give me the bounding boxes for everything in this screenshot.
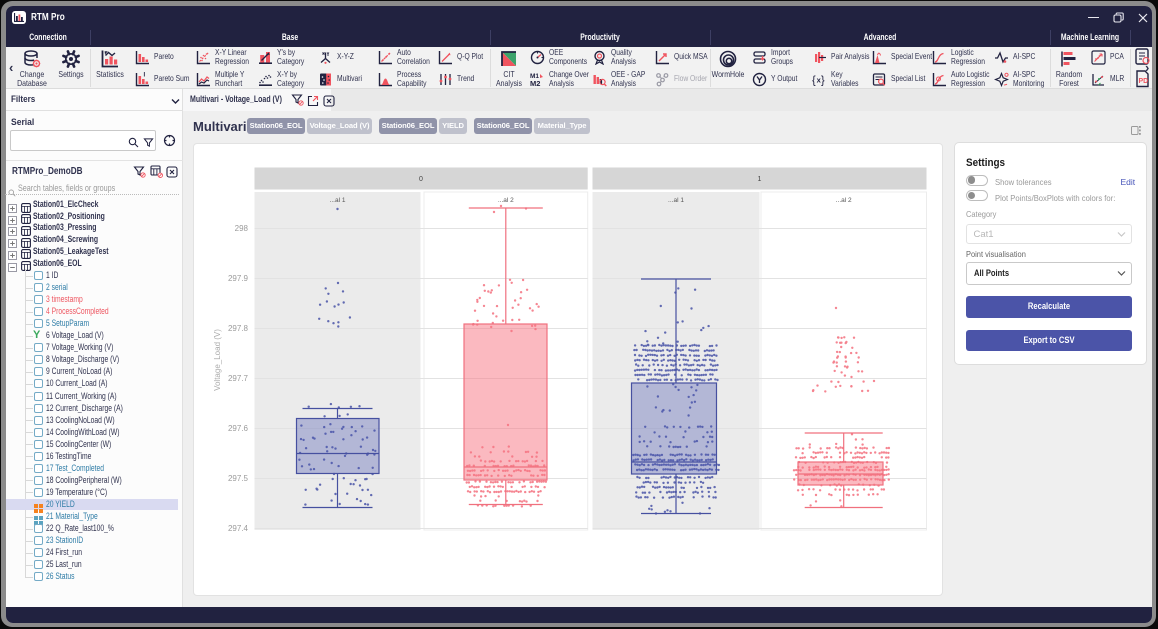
svg-text:...al 1: ...al 1 xyxy=(668,197,684,204)
svg-text:297.5: 297.5 xyxy=(228,474,249,483)
svg-text:}: } xyxy=(821,74,825,86)
svg-text:297.9: 297.9 xyxy=(228,274,249,283)
svg-text:...al 2: ...al 2 xyxy=(836,197,852,204)
svg-text:297.8: 297.8 xyxy=(228,324,249,333)
svg-text:{: { xyxy=(812,74,816,86)
svg-text:M1: M1 xyxy=(530,73,539,80)
svg-text:M2: M2 xyxy=(530,79,540,87)
svg-text:...al 2: ...al 2 xyxy=(498,197,514,204)
svg-text:PD: PD xyxy=(1139,78,1149,85)
svg-text:1: 1 xyxy=(758,176,762,183)
svg-text:297.7: 297.7 xyxy=(228,374,249,383)
svg-text:298: 298 xyxy=(235,224,249,233)
svg-text:0: 0 xyxy=(419,176,423,183)
svg-text:Voltage_Load (V): Voltage_Load (V) xyxy=(213,329,222,391)
svg-text:297.4: 297.4 xyxy=(228,524,249,533)
svg-text:x: x xyxy=(817,75,822,84)
svg-text:I: I xyxy=(144,72,146,78)
svg-text:297.6: 297.6 xyxy=(228,424,249,433)
svg-text:...al 1: ...al 1 xyxy=(330,197,346,204)
